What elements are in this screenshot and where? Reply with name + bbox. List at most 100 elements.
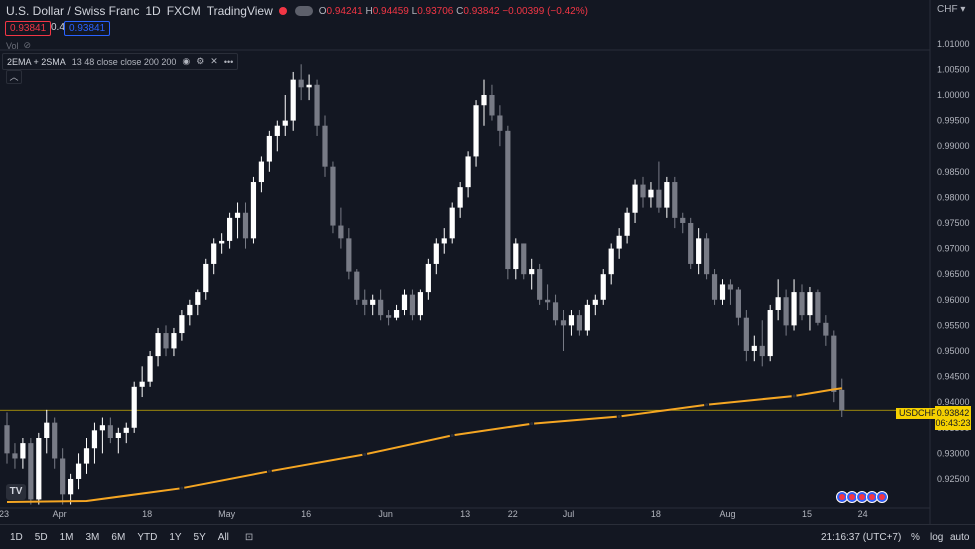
candle-body	[91, 430, 98, 449]
candle-body	[131, 386, 137, 428]
y-tick-label: 0.98000	[937, 192, 970, 202]
y-tick-label: 1.01000	[937, 39, 970, 49]
y-tick-label: 0.97000	[937, 244, 970, 254]
candle-body	[624, 212, 630, 236]
candle-body	[4, 425, 10, 454]
x-tick-label: 18	[651, 509, 661, 519]
candle-body	[608, 248, 614, 275]
ma-marker	[449, 432, 455, 438]
x-tick-label: Apr	[53, 509, 67, 519]
current-price-label: 0.93842 06:43:23	[935, 406, 971, 430]
candle-body	[775, 297, 781, 311]
timeframe-1y[interactable]: 1Y	[169, 531, 182, 543]
timeframe-1d[interactable]: 1D	[10, 531, 23, 543]
x-tick-label: 15	[802, 509, 812, 519]
chart-header: U.S. Dollar / Swiss Franc 1D FXCM Tradin…	[6, 4, 588, 18]
x-tick-label: 24	[858, 509, 868, 519]
current-price: 0.93842	[936, 408, 970, 418]
log-toggle[interactable]: log	[930, 531, 944, 543]
ma-marker	[529, 421, 535, 427]
candle-body	[52, 422, 58, 459]
candle-body	[560, 320, 567, 326]
interval-label[interactable]: 1D	[145, 4, 161, 18]
candle-body	[274, 125, 280, 136]
timeframe-all[interactable]: All	[217, 531, 229, 543]
timeframe-3m[interactable]: 3M	[85, 531, 100, 543]
collapse-chevron-icon[interactable]: ︿	[6, 70, 22, 84]
volume-label: Vol	[6, 40, 19, 51]
ma-marker	[362, 451, 368, 457]
toggle-icon[interactable]	[294, 6, 313, 16]
candle-body	[640, 184, 646, 198]
ma-marker	[179, 485, 185, 491]
timeframe-5d[interactable]: 5D	[34, 531, 48, 543]
candle-body	[545, 299, 551, 303]
close-icon[interactable]: ✕	[210, 56, 218, 66]
candle-body	[346, 238, 352, 272]
currency-selector[interactable]: CHF ▾	[937, 4, 966, 15]
eye-icon[interactable]: ◉	[182, 56, 191, 66]
candle-body	[386, 315, 392, 318]
candle-body	[481, 94, 487, 106]
auto-toggle[interactable]: auto	[950, 531, 970, 543]
candle-body	[107, 425, 113, 439]
candle-body	[632, 184, 638, 213]
indicator-legend[interactable]: 2EMA + 2SMA 13 48 close close 200 200 ◉ …	[2, 53, 239, 70]
candle-body	[680, 217, 686, 223]
settings-icon[interactable]: ⚙	[196, 56, 205, 66]
candle-body	[378, 299, 384, 316]
candle-body	[425, 263, 431, 293]
spread-value: 0.4	[51, 22, 65, 33]
y-tick-label: 0.96500	[937, 269, 970, 279]
ma-marker	[266, 468, 272, 474]
candle-body	[370, 299, 376, 305]
timeframe-1m[interactable]: 1M	[59, 531, 74, 543]
tradingview-logo[interactable]: TV	[6, 484, 26, 500]
candle-body	[743, 317, 749, 351]
timeframe-5y[interactable]: 5Y	[193, 531, 206, 543]
symbol-title[interactable]: U.S. Dollar / Swiss Franc	[6, 4, 140, 18]
y-tick-label: 0.99000	[937, 141, 970, 151]
timeframe-6m[interactable]: 6M	[111, 531, 126, 543]
more-icon[interactable]: •••	[223, 56, 234, 67]
sell-price-button[interactable]: 0.93841	[5, 21, 52, 36]
y-tick-label: 1.00500	[937, 64, 970, 74]
candle-body	[592, 299, 598, 305]
candle-body	[521, 243, 527, 275]
timeframe-ytd[interactable]: YTD	[137, 531, 158, 543]
x-tick-label: Jul	[563, 509, 575, 519]
candle-body	[489, 94, 495, 116]
buy-price-button[interactable]: 0.93841	[64, 21, 111, 36]
y-tick-label: 0.94000	[937, 397, 970, 407]
y-tick-label: 0.95500	[937, 320, 970, 330]
candle-body	[600, 274, 606, 300]
x-tick-label: Jun	[378, 509, 393, 519]
eye-off-icon[interactable]: ⊘	[23, 40, 32, 50]
candle-body	[60, 458, 66, 495]
candle-body	[783, 297, 789, 326]
candle-body	[234, 212, 241, 218]
candle-body	[409, 294, 416, 316]
candle-body	[227, 217, 233, 241]
candle-body	[28, 443, 34, 500]
candle-body	[751, 345, 757, 351]
x-tick-label: 13	[460, 509, 470, 519]
candle-body	[314, 84, 320, 126]
candle-body	[147, 356, 153, 382]
percent-toggle[interactable]: %	[911, 531, 920, 543]
x-tick-label: 16	[301, 509, 311, 519]
x-tick-label: 22	[508, 509, 518, 519]
candle-body	[433, 243, 439, 264]
ma-marker	[704, 402, 710, 408]
candle-body	[648, 189, 654, 198]
clock[interactable]: 21:16:37 (UTC+7)	[821, 531, 902, 543]
y-tick-label: 0.96000	[937, 295, 970, 305]
date-range-icon[interactable]: ⊡	[244, 531, 254, 543]
economic-events[interactable]	[836, 491, 888, 503]
candle-body	[242, 212, 249, 239]
candle-body	[537, 269, 543, 300]
candle-body	[187, 304, 193, 316]
candle-body	[250, 182, 257, 239]
candle-body	[298, 79, 304, 88]
